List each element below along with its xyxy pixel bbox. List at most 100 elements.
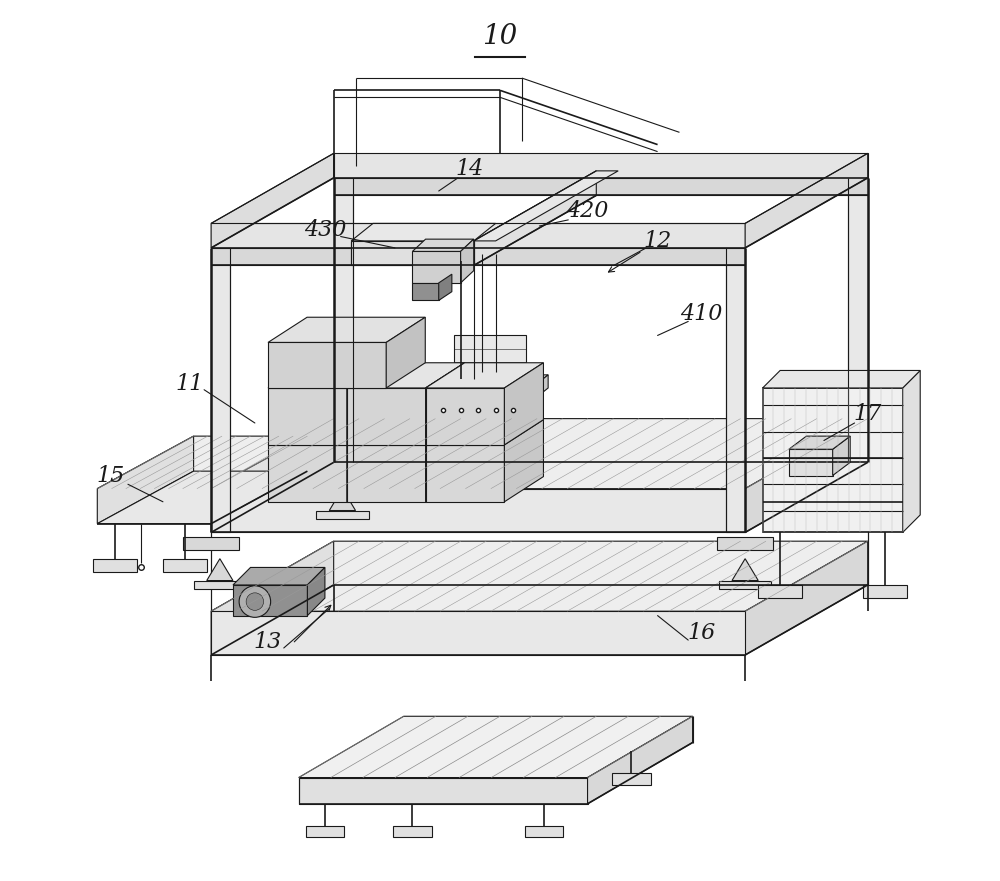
Polygon shape xyxy=(268,343,386,388)
Polygon shape xyxy=(426,419,543,445)
Polygon shape xyxy=(588,716,693,803)
Polygon shape xyxy=(426,363,465,445)
Polygon shape xyxy=(461,239,474,283)
Text: 16: 16 xyxy=(687,622,715,644)
Polygon shape xyxy=(211,248,745,265)
Polygon shape xyxy=(426,363,543,388)
Polygon shape xyxy=(789,436,850,449)
Polygon shape xyxy=(211,153,334,248)
Polygon shape xyxy=(211,489,745,532)
Polygon shape xyxy=(329,489,356,510)
Polygon shape xyxy=(299,716,693,778)
Polygon shape xyxy=(426,445,504,502)
Polygon shape xyxy=(504,419,543,502)
Polygon shape xyxy=(719,581,771,589)
Polygon shape xyxy=(334,178,353,463)
Polygon shape xyxy=(211,541,868,611)
Polygon shape xyxy=(211,541,334,655)
Polygon shape xyxy=(93,559,137,572)
Polygon shape xyxy=(474,171,596,265)
Polygon shape xyxy=(732,559,758,581)
Text: 410: 410 xyxy=(680,302,723,324)
Polygon shape xyxy=(347,363,465,388)
Polygon shape xyxy=(430,374,548,392)
Polygon shape xyxy=(268,388,347,445)
Polygon shape xyxy=(426,388,504,445)
Polygon shape xyxy=(763,388,903,532)
Text: 13: 13 xyxy=(254,631,282,653)
Polygon shape xyxy=(726,248,745,532)
Polygon shape xyxy=(97,436,194,523)
Polygon shape xyxy=(717,537,773,550)
Polygon shape xyxy=(207,559,233,581)
Polygon shape xyxy=(386,317,425,388)
Polygon shape xyxy=(211,418,334,532)
Polygon shape xyxy=(347,445,426,502)
Polygon shape xyxy=(412,283,439,300)
Polygon shape xyxy=(426,419,465,502)
Polygon shape xyxy=(412,239,474,251)
Polygon shape xyxy=(347,388,426,445)
Polygon shape xyxy=(848,178,868,463)
Polygon shape xyxy=(351,241,474,265)
Text: 11: 11 xyxy=(175,373,203,395)
Polygon shape xyxy=(841,510,894,519)
Polygon shape xyxy=(763,371,920,388)
Polygon shape xyxy=(299,778,588,803)
Circle shape xyxy=(246,593,264,611)
Text: 12: 12 xyxy=(643,230,672,252)
Polygon shape xyxy=(316,510,369,519)
Polygon shape xyxy=(268,419,386,445)
Polygon shape xyxy=(268,317,425,343)
Text: 430: 430 xyxy=(304,219,346,241)
Polygon shape xyxy=(347,419,465,445)
Polygon shape xyxy=(393,825,432,837)
Text: 10: 10 xyxy=(482,23,518,49)
Circle shape xyxy=(239,586,271,618)
Polygon shape xyxy=(194,581,246,589)
Polygon shape xyxy=(863,585,907,598)
Polygon shape xyxy=(306,467,362,480)
Polygon shape xyxy=(474,171,618,241)
Polygon shape xyxy=(855,489,881,510)
Polygon shape xyxy=(833,436,850,476)
Polygon shape xyxy=(211,224,745,248)
Polygon shape xyxy=(347,363,386,445)
Polygon shape xyxy=(334,178,868,196)
Polygon shape xyxy=(525,825,563,837)
Polygon shape xyxy=(211,611,745,655)
Text: 420: 420 xyxy=(566,200,609,222)
Polygon shape xyxy=(306,825,344,837)
Polygon shape xyxy=(268,445,347,502)
Polygon shape xyxy=(268,363,386,388)
Polygon shape xyxy=(233,585,307,616)
Polygon shape xyxy=(504,363,543,445)
Polygon shape xyxy=(211,418,868,489)
Polygon shape xyxy=(612,774,651,785)
Polygon shape xyxy=(183,537,239,550)
Polygon shape xyxy=(211,248,230,532)
Polygon shape xyxy=(526,374,548,405)
Polygon shape xyxy=(758,585,802,598)
Polygon shape xyxy=(789,449,833,476)
Polygon shape xyxy=(412,251,461,283)
Text: 15: 15 xyxy=(96,464,125,486)
Polygon shape xyxy=(745,418,868,532)
Polygon shape xyxy=(903,371,920,532)
Polygon shape xyxy=(163,559,207,572)
Polygon shape xyxy=(351,224,496,241)
Text: 17: 17 xyxy=(854,403,882,426)
Polygon shape xyxy=(97,471,307,523)
Polygon shape xyxy=(840,467,896,480)
Polygon shape xyxy=(307,567,325,616)
Polygon shape xyxy=(430,392,526,405)
Polygon shape xyxy=(97,436,307,489)
Polygon shape xyxy=(745,541,868,655)
Text: 14: 14 xyxy=(455,158,483,180)
Polygon shape xyxy=(439,274,452,300)
Polygon shape xyxy=(745,153,868,248)
Polygon shape xyxy=(347,419,386,502)
Polygon shape xyxy=(334,153,868,178)
Polygon shape xyxy=(233,567,325,585)
Polygon shape xyxy=(454,336,526,374)
